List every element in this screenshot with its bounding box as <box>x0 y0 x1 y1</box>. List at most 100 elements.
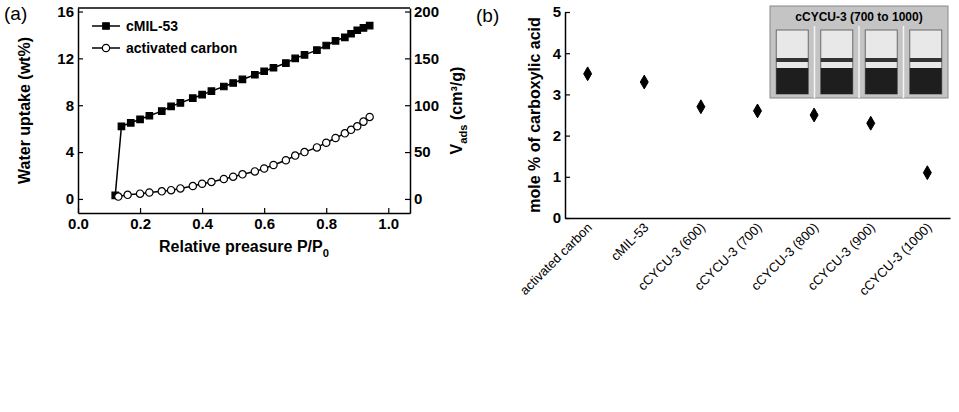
x-axis-tick-label: cMIL-53 <box>608 220 652 264</box>
data-point <box>923 166 931 180</box>
y2-axis-tick: 100 <box>405 97 439 114</box>
inset-photo <box>770 6 948 98</box>
data-point <box>282 157 289 164</box>
data-point <box>177 100 183 106</box>
x-axis-tick-mark <box>264 208 265 213</box>
x-axis-tick-label: 0.0 <box>68 215 89 232</box>
data-point <box>168 103 174 109</box>
plot-marks <box>584 67 932 180</box>
y2-axis-title: Vads (cm³/g) <box>448 67 469 155</box>
y-axis-tick-label: 4 <box>553 45 562 62</box>
data-point <box>115 193 122 200</box>
data-point <box>208 178 215 185</box>
y2-axis: 050100150200 <box>405 3 439 214</box>
data-point <box>584 67 592 81</box>
plot-marks <box>112 22 373 200</box>
y2-axis-tick: 150 <box>405 50 439 67</box>
y-axis-tick: 2 <box>553 127 570 144</box>
data-point <box>167 187 174 194</box>
y-axis-tick-label: 5 <box>553 3 561 20</box>
data-point <box>314 47 320 53</box>
y-axis-tick-label: 0 <box>553 209 561 226</box>
data-point <box>146 189 153 196</box>
y-axis-tick-label: 1 <box>553 168 561 185</box>
data-point <box>221 83 227 89</box>
y-axis-tick-label: 8 <box>66 97 74 114</box>
y-axis-tick-mark <box>565 53 570 54</box>
x-axis-tick-label: 1.0 <box>378 215 399 232</box>
data-point <box>220 175 227 182</box>
y-axis-tick: 4 <box>66 143 83 160</box>
x-axis-title: Relative preasure P/P0 <box>159 238 329 259</box>
data-point <box>261 165 268 172</box>
data-point <box>332 38 338 44</box>
chart-svg: 0.00.20.40.60.81.00481216050100150200Vad… <box>0 0 959 412</box>
y-axis-tick-mark <box>78 58 83 59</box>
legend-marker <box>103 23 109 29</box>
legend-label: activated carbon <box>126 40 237 56</box>
data-point <box>239 76 245 82</box>
data-point <box>118 123 124 129</box>
data-point <box>190 95 196 101</box>
inset-vial-bottom <box>910 68 942 94</box>
y-axis: 0481216 <box>57 3 83 214</box>
data-point <box>342 34 348 40</box>
inset-vial <box>910 30 942 94</box>
x-axis-tick: 0.6 <box>254 208 275 232</box>
label-part: Relative preasure P/P <box>159 238 323 255</box>
y-axis-tick-mark <box>78 199 83 200</box>
data-point <box>292 55 298 61</box>
data-point <box>301 148 308 155</box>
x-axis-tick-label: activated carbon <box>517 220 595 298</box>
y-axis-line <box>565 13 567 219</box>
y2-axis-tick-label: 100 <box>414 97 439 114</box>
data-point <box>229 173 236 180</box>
chart-container: 0.00.20.40.60.81.00481216050100150200Vad… <box>0 0 959 412</box>
inset-vial-bottom <box>776 68 808 94</box>
data-point <box>158 188 165 195</box>
data-point <box>332 134 339 141</box>
y-axis-tick-mark <box>565 12 570 13</box>
y-axis-tick: 16 <box>57 3 83 20</box>
y2-axis-tick-label: 200 <box>414 3 439 20</box>
x-axis-tick-mark <box>388 208 389 213</box>
series-line <box>115 26 369 196</box>
series-group <box>115 113 374 200</box>
data-point <box>239 171 246 178</box>
data-point <box>348 31 354 37</box>
inset-vial-band <box>865 58 897 62</box>
data-point <box>313 144 320 151</box>
series-line <box>118 117 369 197</box>
data-point <box>366 113 373 120</box>
y2-axis-tick: 200 <box>405 3 439 20</box>
y-axis-tick-mark <box>565 94 570 95</box>
y2-axis-tick-mark <box>405 152 410 153</box>
y-axis-tick: 3 <box>553 86 570 103</box>
series-group <box>112 22 373 198</box>
data-point <box>124 191 131 198</box>
data-point <box>128 120 134 126</box>
y-axis-tick: 0 <box>66 190 83 207</box>
x-axis-tick: 0.8 <box>316 208 337 232</box>
y2-axis-tick-label: 50 <box>414 143 431 160</box>
data-point <box>323 139 330 146</box>
inset-vial-bottom <box>821 68 853 94</box>
label-subscript: ads <box>457 124 469 143</box>
x-axis-tick-label: cCYCU-3 (1000) <box>856 220 935 299</box>
inset-divider <box>903 26 905 98</box>
data-point <box>136 190 143 197</box>
panel-letter: (a) <box>4 3 27 24</box>
y-axis-tick-mark <box>565 177 570 178</box>
y-axis-tick: 4 <box>553 45 570 62</box>
data-point <box>366 22 372 28</box>
y-axis-tick-mark <box>78 152 83 153</box>
y2-axis-tick: 50 <box>405 143 431 160</box>
inset-vial-band <box>821 58 853 62</box>
y2-axis-tick-mark <box>405 199 410 200</box>
inset-vial <box>865 30 897 94</box>
x-axis: 0.00.20.40.60.81.0 <box>68 208 410 232</box>
data-point <box>230 80 236 86</box>
data-point <box>754 104 762 118</box>
inset-divider <box>858 26 860 98</box>
data-point <box>867 116 875 130</box>
